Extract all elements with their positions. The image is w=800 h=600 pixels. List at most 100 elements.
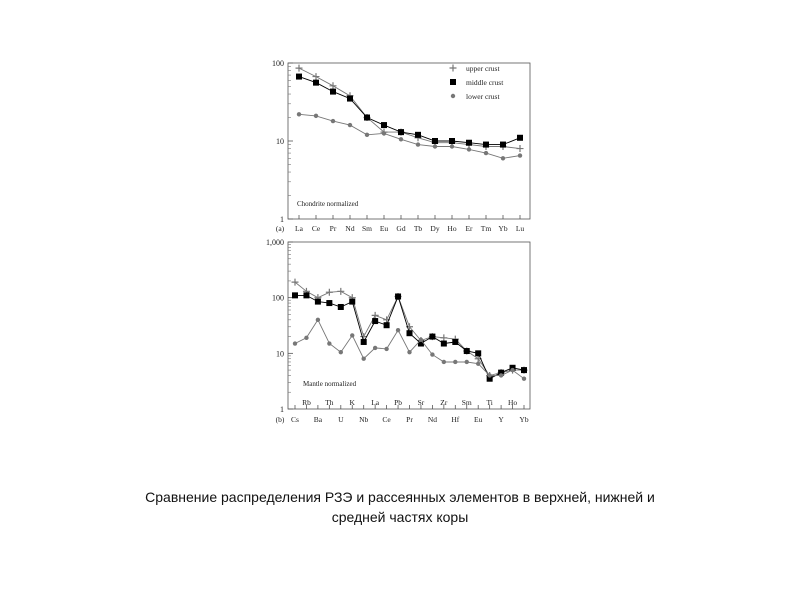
y-tick-label: 1,000 [266, 238, 284, 247]
data-point [441, 359, 447, 365]
data-point [314, 298, 321, 305]
data-point [381, 131, 387, 136]
x-tick-label: Ce [312, 224, 321, 233]
x-tick-label: Rb [302, 398, 311, 407]
x-tick-label: Ba [314, 415, 323, 424]
data-point [347, 122, 353, 128]
data-point [349, 298, 356, 305]
x-tick-label: Ti [486, 398, 492, 407]
plot-annotation: Mantle normalized [303, 380, 357, 388]
data-point [510, 367, 515, 373]
data-point [296, 112, 302, 117]
y-tick-label: 10 [276, 137, 284, 146]
data-point [498, 373, 504, 378]
chart-figure: 100 10 1 (a) La Ce Pr Nd Sm Eu Gd Tb Dy Ho Er Tm Yb Lu Cho… [266, 59, 531, 424]
data-point [483, 150, 489, 156]
data-point [313, 113, 319, 119]
x-tick-label: Tb [414, 224, 423, 233]
data-point [292, 341, 298, 346]
x-tick-label: Ho [508, 398, 517, 407]
data-point [521, 367, 527, 374]
data-point [449, 144, 455, 149]
panel-label: (b) [276, 415, 285, 424]
x-tick-label: Sm [462, 398, 472, 407]
x-tick-label: Yb [498, 224, 507, 233]
x-tick-label: Pr [330, 224, 337, 233]
x-tick-label: Th [325, 398, 334, 407]
data-point [360, 333, 368, 341]
data-point [384, 346, 389, 352]
y-tick-label: 10 [276, 349, 284, 358]
data-point [466, 139, 472, 146]
data-point [464, 359, 469, 365]
data-point [313, 79, 319, 86]
x-tick-label: Sm [362, 224, 372, 233]
data-point [304, 335, 309, 341]
x-tick-label: La [371, 398, 380, 407]
data-point [360, 338, 367, 345]
data-point [395, 293, 402, 300]
plot-frame [287, 241, 531, 410]
x-tick-label: Er [465, 224, 473, 233]
data-point [295, 64, 303, 72]
x-tick-label: Ce [382, 415, 391, 424]
data-point [500, 156, 506, 161]
series-line [298, 113, 521, 159]
data-point [466, 147, 472, 152]
x-tick-label: Sr [418, 398, 425, 407]
data-point [330, 88, 336, 95]
data-point [476, 361, 481, 366]
data-point [440, 334, 448, 342]
data-point [415, 142, 421, 147]
data-point [417, 340, 424, 347]
data-point [475, 350, 482, 357]
data-point [361, 356, 366, 361]
x-tick-label: Pr [406, 415, 413, 424]
panel-label: (a) [276, 224, 285, 233]
chart-caption-line2: средней частях коры [331, 509, 469, 525]
legend-label: middle crust [466, 78, 504, 87]
data-point [398, 129, 404, 136]
data-point [325, 288, 333, 296]
data-point [487, 373, 492, 378]
x-tick-label: Ho [447, 224, 456, 233]
data-point [338, 349, 343, 355]
chart-caption: Сравнение распределения РЗЭ и рассеянных… [100, 487, 700, 527]
data-point [463, 348, 470, 355]
x-tick-label: Nd [428, 415, 437, 424]
x-tick-label: K [350, 398, 356, 407]
data-point [337, 303, 344, 310]
x-tick-label: Y [498, 415, 504, 424]
data-point [407, 349, 412, 355]
data-point [364, 114, 370, 121]
data-point [291, 278, 299, 286]
data-point [292, 292, 298, 299]
x-tick-label: Gd [396, 224, 405, 233]
x-tick-label: Nb [359, 415, 368, 424]
x-tick-label: Yb [519, 415, 528, 424]
x-tick-label: La [295, 224, 304, 233]
x-tick-label: U [338, 415, 344, 424]
data-point [303, 292, 310, 299]
data-point [517, 134, 523, 141]
plot-annotation: Chondrite normalized [297, 200, 359, 208]
data-point [337, 287, 345, 295]
data-point [432, 138, 438, 144]
x-tick-label: Eu [474, 415, 483, 424]
legend-marker [450, 79, 456, 85]
data-point [521, 376, 527, 381]
data-point [429, 333, 436, 340]
data-point [329, 82, 337, 90]
data-point [483, 141, 489, 148]
legend-marker [449, 64, 457, 72]
data-point [406, 330, 413, 337]
data-point [315, 317, 321, 323]
data-point [440, 340, 447, 347]
data-point [432, 144, 438, 149]
x-tick-label: Cs [291, 415, 299, 424]
data-point [347, 95, 353, 102]
x-tick-label: Tm [481, 224, 492, 233]
data-point [383, 322, 390, 329]
y-tick-label: 100 [272, 294, 284, 303]
data-point [516, 145, 524, 153]
